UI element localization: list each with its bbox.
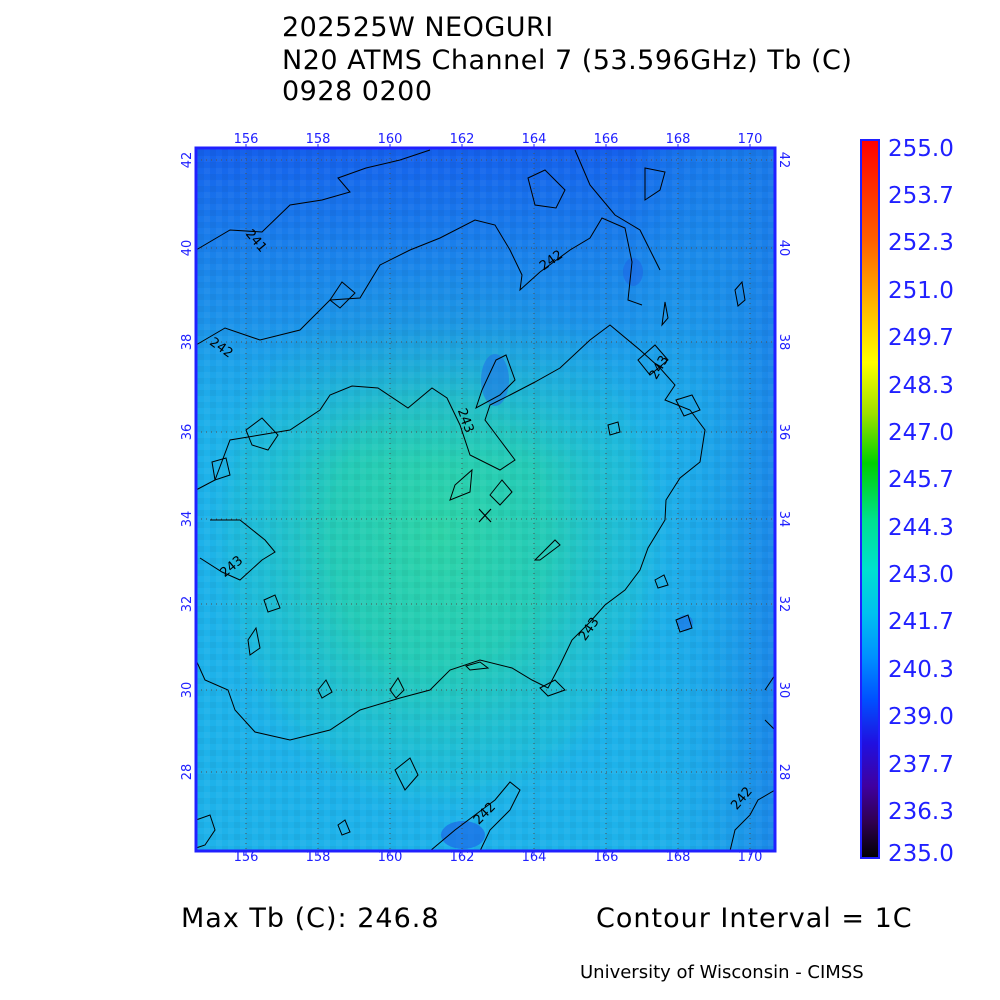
contour-lines: [195, 149, 776, 852]
lon-label: 160: [378, 132, 403, 147]
map-frame: [194, 146, 777, 853]
lon-label: 162: [450, 132, 475, 147]
lon-label: 156: [234, 132, 259, 147]
credit-label: University of Wisconsin - CIMSS: [580, 962, 864, 983]
color-bar-tick: 237.7: [888, 752, 954, 778]
lat-label: 34: [180, 511, 195, 528]
color-bar-frame: [860, 139, 880, 859]
lat-label: 34: [776, 511, 791, 528]
lon-label: 158: [306, 850, 331, 865]
color-bar-tick: 252.3: [888, 230, 954, 256]
lat-label: 32: [776, 596, 791, 613]
color-bar: 255.0 253.7 252.3 251.0 249.7 248.3 247.…: [860, 136, 954, 867]
color-bar-tick: 249.7: [888, 325, 954, 351]
map-ticks: [245, 144, 751, 855]
lat-labels-left: 28 30 32 34 36 38 40 42: [180, 152, 195, 781]
color-bar-tick: 241.7: [888, 609, 954, 635]
lat-label: 32: [180, 596, 195, 613]
color-bar-tick: 245.7: [888, 467, 954, 493]
lat-label: 36: [180, 424, 195, 441]
color-bar-tick: 251.0: [888, 278, 954, 304]
lat-label: 40: [776, 240, 791, 257]
lon-label: 156: [234, 850, 259, 865]
color-bar-gradient: [861, 140, 879, 858]
color-bar-tick: 253.7: [888, 183, 954, 209]
cold-spot: [441, 821, 485, 849]
color-bar-tick: 239.0: [888, 704, 954, 730]
image-subtitle: N20 ATMS Channel 7 (53.596GHz) Tb (C): [282, 45, 853, 76]
lat-label: 30: [180, 682, 195, 699]
lon-labels-bottom: 156 158 160 162 164 166 168 170: [234, 850, 763, 865]
color-bar-tick: 243.0: [888, 562, 954, 588]
max-tb-label: Max Tb (C): 246.8: [181, 903, 440, 934]
lon-label: 164: [522, 132, 547, 147]
color-bar-tick: 247.0: [888, 420, 954, 446]
lon-label: 168: [666, 850, 691, 865]
cold-spot: [623, 258, 643, 286]
x-marker: [478, 508, 492, 523]
color-bar-tick: 235.0: [888, 841, 954, 867]
lon-label: 166: [594, 850, 619, 865]
lon-label: 170: [738, 850, 763, 865]
graticule: [196, 148, 775, 851]
image-datetime: 0928 0200: [282, 76, 433, 107]
lon-label: 166: [594, 132, 619, 147]
lat-label: 40: [180, 240, 195, 257]
color-bar-tick: 240.3: [888, 657, 954, 683]
lat-label: 28: [180, 764, 195, 781]
lat-labels-right: 28 30 32 34 36 38 40 42: [776, 152, 791, 781]
lat-label: 38: [180, 334, 195, 351]
color-bar-tick: 248.3: [888, 373, 954, 399]
lon-label: 170: [738, 132, 763, 147]
lat-label: 28: [776, 764, 791, 781]
contour-interval-label: Contour Interval = 1C: [596, 903, 913, 934]
lon-label: 164: [522, 850, 547, 865]
tb-field: [196, 148, 775, 851]
lon-labels-top: 156 158 160 162 164 166 168 170: [234, 132, 763, 147]
lat-label: 30: [776, 682, 791, 699]
color-bar-tick: 255.0: [888, 136, 954, 162]
image-title: 202525W NEOGURI: [282, 12, 554, 43]
lat-label: 38: [776, 334, 791, 351]
lon-label: 162: [450, 850, 475, 865]
lon-label: 168: [666, 132, 691, 147]
lat-label: 36: [776, 424, 791, 441]
color-bar-tick: 236.3: [888, 799, 954, 825]
lat-label: 42: [180, 152, 195, 169]
color-bar-tick: 244.3: [888, 515, 954, 541]
lon-label: 158: [306, 132, 331, 147]
lat-label: 42: [776, 152, 791, 169]
lon-label: 160: [378, 850, 403, 865]
